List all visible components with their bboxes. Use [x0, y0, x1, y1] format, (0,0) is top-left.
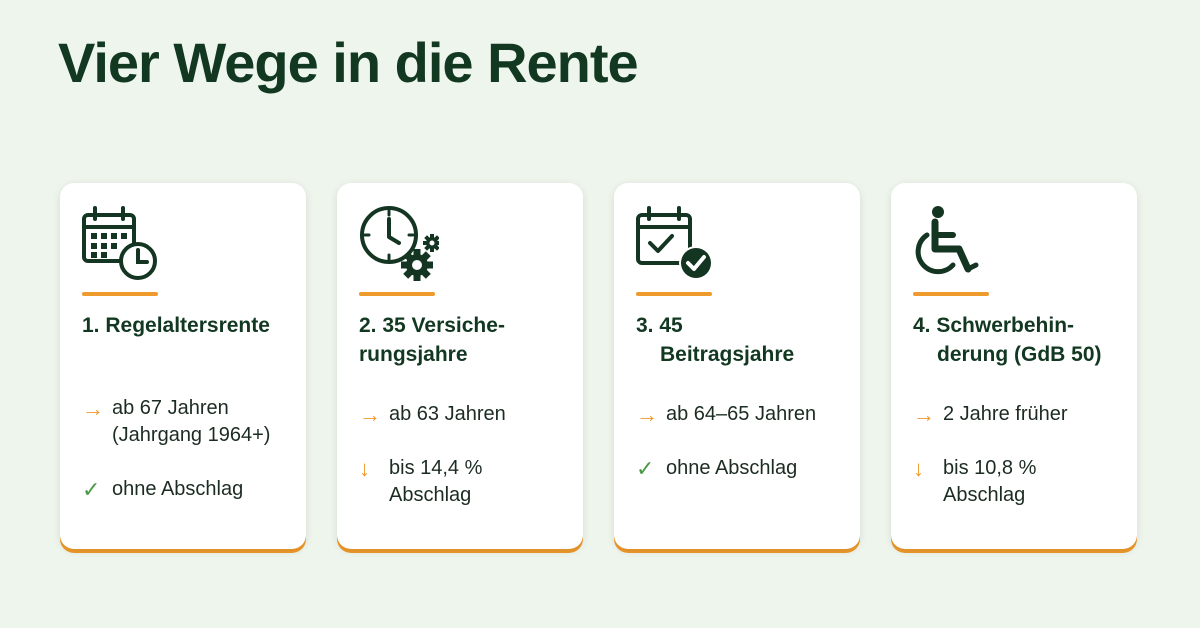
arrow-right-icon: → — [636, 402, 658, 427]
calendar-clock-icon — [82, 205, 162, 281]
item-text: Abschlag — [943, 484, 1026, 506]
card-heading: 2. 35 Versiche- rungsjahre — [359, 311, 569, 369]
wheelchair-icon — [913, 205, 993, 281]
card-schwerbehinderung: 4. Schwerbehin- derung (GdB 50) → 2 Jahr… — [891, 183, 1137, 549]
card-heading-line: rungsjahre — [359, 343, 468, 366]
check-icon: ✓ — [82, 477, 101, 502]
item-text: ab 67 Jahren — [112, 397, 229, 419]
item-text: bis 14,4 % — [389, 457, 483, 479]
list-item: → ab 67 Jahren (Jahrgang 1964+) — [82, 395, 297, 449]
card-regelaltersrente: 1. Regelaltersrente → ab 67 Jahren (Jahr… — [60, 183, 306, 549]
list-item: ✓ ohne Abschlag — [82, 476, 297, 503]
item-text: ohne Abschlag — [112, 478, 244, 500]
item-text: ab 64–65 Jahren — [666, 403, 817, 425]
card-heading-line: 2. 35 Versiche- — [359, 314, 505, 337]
card-items: → 2 Jahre früher ↓ bis 10,8 % Abschlag — [913, 401, 1128, 536]
card-heading-line: derung (GdB 50) — [937, 343, 1102, 366]
clock-gears-icon — [359, 205, 439, 281]
item-text: Abschlag — [389, 484, 472, 506]
list-item: → ab 64–65 Jahren — [636, 401, 851, 428]
accent-line — [636, 292, 712, 296]
accent-line — [359, 292, 435, 296]
card-35-versicherungsjahre: 2. 35 Versiche- rungsjahre → ab 63 Jahre… — [337, 183, 583, 549]
list-item: → 2 Jahre früher — [913, 401, 1128, 428]
check-icon: ✓ — [636, 456, 655, 481]
accent-line — [913, 292, 989, 296]
card-items: → ab 67 Jahren (Jahrgang 1964+) ✓ ohne A… — [82, 395, 297, 530]
arrow-down-icon: ↓ — [359, 456, 370, 481]
arrow-right-icon: → — [913, 402, 935, 427]
cards-row: 1. Regelaltersrente → ab 67 Jahren (Jahr… — [60, 183, 1137, 549]
item-text: ohne Abschlag — [666, 457, 798, 479]
accent-line — [82, 292, 158, 296]
arrow-down-icon: ↓ — [913, 456, 924, 481]
list-item: ✓ ohne Abschlag — [636, 455, 851, 482]
card-items: → ab 64–65 Jahren ✓ ohne Abschlag — [636, 401, 851, 509]
item-text: 2 Jahre früher — [943, 403, 1068, 425]
item-text: bis 10,8 % — [943, 457, 1037, 479]
card-heading: 3. 45 Beitragsjahre — [636, 311, 846, 369]
item-text: (Jahrgang 1964+) — [112, 424, 271, 446]
calendar-check-icon — [636, 205, 716, 281]
card-items: → ab 63 Jahren ↓ bis 14,4 % Abschlag — [359, 401, 574, 536]
card-heading: 1. Regelaltersrente — [82, 311, 292, 340]
list-item: ↓ bis 10,8 % Abschlag — [913, 455, 1128, 509]
arrow-right-icon: → — [82, 396, 104, 421]
card-heading-line: 3. 45 — [636, 314, 683, 337]
list-item: → ab 63 Jahren — [359, 401, 574, 428]
card-heading-line: 1. Regelaltersrente — [82, 314, 270, 337]
page-title: Vier Wege in die Rente — [58, 31, 639, 94]
card-heading-line: Beitragsjahre — [660, 343, 795, 366]
item-text: ab 63 Jahren — [389, 403, 506, 425]
card-heading-line: 4. Schwerbehin- — [913, 314, 1075, 337]
arrow-right-icon: → — [359, 402, 381, 427]
list-item: ↓ bis 14,4 % Abschlag — [359, 455, 574, 509]
card-45-beitragsjahre: 3. 45 Beitragsjahre → ab 64–65 Jahren ✓ … — [614, 183, 860, 549]
card-heading: 4. Schwerbehin- derung (GdB 50) — [913, 311, 1123, 369]
